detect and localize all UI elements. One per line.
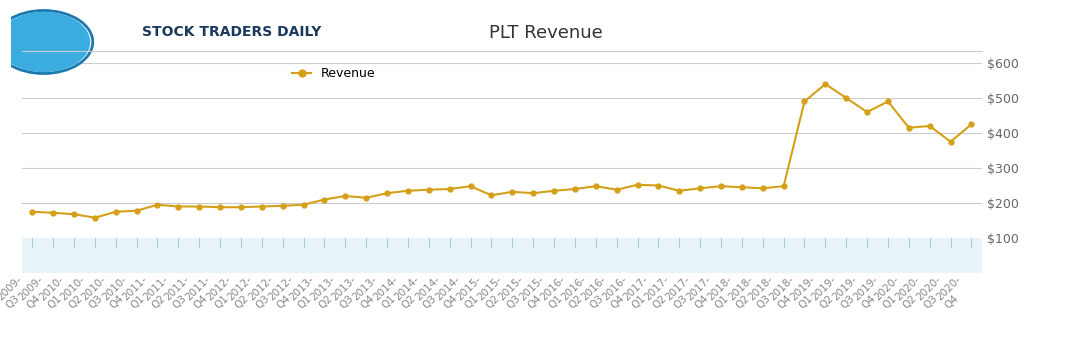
Text: PLT Revenue: PLT Revenue <box>489 25 602 42</box>
Legend: Revenue: Revenue <box>287 62 381 85</box>
Text: STOCK TRADERS DAILY: STOCK TRADERS DAILY <box>142 25 321 38</box>
Circle shape <box>0 13 89 71</box>
